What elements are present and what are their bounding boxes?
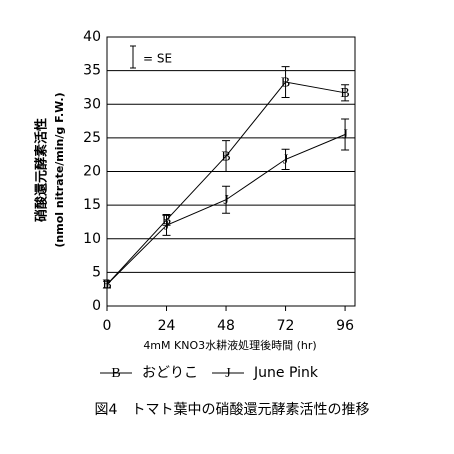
x-axis-title: 4mM KNO3水耕液処理後時間 (hr) bbox=[143, 338, 316, 352]
legend-marker: B bbox=[111, 366, 120, 381]
marker: J bbox=[223, 193, 229, 208]
marker: J bbox=[342, 128, 348, 143]
caption: 図4 トマト葉中の硝酸還元酵素活性の推移 bbox=[95, 402, 370, 418]
error-bar bbox=[281, 66, 290, 99]
marker: B bbox=[221, 149, 230, 164]
error-bar bbox=[341, 118, 350, 151]
marker: B bbox=[281, 75, 290, 90]
plot-frame bbox=[106, 36, 356, 307]
y-tick-label: 15 bbox=[83, 197, 101, 213]
error-bar bbox=[341, 84, 350, 102]
x-tick-label: 48 bbox=[217, 318, 235, 334]
error-bar bbox=[222, 140, 231, 172]
error-bar bbox=[162, 214, 171, 236]
marker: J bbox=[104, 278, 110, 293]
error-bar bbox=[222, 185, 231, 214]
y-axis-subtitle: (nmol nitrate/min/g F.W.) bbox=[53, 92, 66, 247]
se-legend: = SE bbox=[130, 45, 172, 69]
y-tick-label: 5 bbox=[92, 264, 101, 280]
marker: J bbox=[164, 219, 170, 234]
legend-label: June Pink bbox=[253, 365, 319, 381]
y-tick-label: 25 bbox=[83, 130, 101, 146]
legend-marker: J bbox=[225, 366, 231, 381]
x-tick-label: 0 bbox=[103, 318, 112, 334]
marker: B bbox=[340, 86, 349, 101]
x-tick-label: 24 bbox=[158, 318, 176, 334]
y-tick-label: 20 bbox=[83, 164, 101, 180]
y-tick-label: 35 bbox=[83, 63, 101, 79]
y-tick-label: 30 bbox=[83, 96, 101, 112]
series-line bbox=[106, 81, 346, 285]
error-bar bbox=[281, 148, 290, 170]
y-tick-label: 0 bbox=[92, 298, 101, 314]
x-tick-label: 96 bbox=[336, 318, 354, 334]
y-axis-title: 硝酸還元酵素活性 bbox=[34, 118, 50, 222]
x-tick-label: 72 bbox=[277, 318, 295, 334]
y-tick-label: 10 bbox=[83, 231, 101, 247]
legend-label: おどりこ bbox=[142, 365, 198, 381]
se-label: = SE bbox=[143, 52, 172, 66]
error-bar bbox=[103, 280, 111, 289]
marker: J bbox=[283, 153, 289, 168]
y-tick-label: 40 bbox=[83, 29, 101, 45]
